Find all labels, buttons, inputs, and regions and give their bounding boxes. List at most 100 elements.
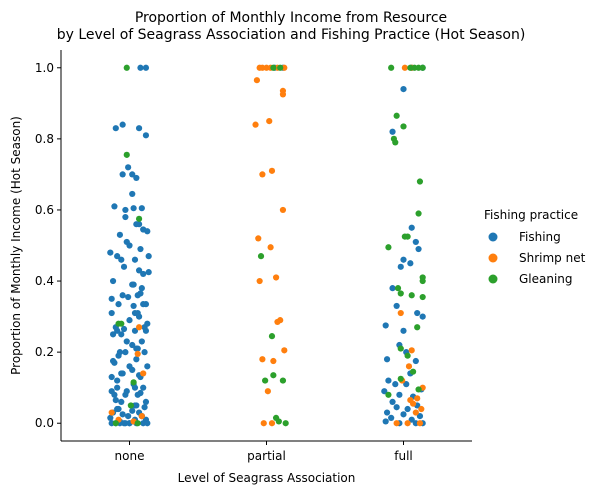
point-fishing <box>122 349 129 356</box>
y-axis: 0.0 0.2 0.4 0.6 0.8 1.0 <box>35 61 61 430</box>
point-gleaning <box>419 293 426 301</box>
point-fishing <box>138 338 145 345</box>
x-axis: none partial full <box>115 441 413 463</box>
point-fishing <box>140 270 147 278</box>
point-fishing <box>131 256 139 263</box>
point-shrimp-net <box>409 400 417 407</box>
point-fishing <box>389 398 396 405</box>
point-gleaning <box>393 112 400 119</box>
point-fishing <box>125 413 132 420</box>
point-gleaning <box>270 372 277 379</box>
point-fishing <box>397 263 404 270</box>
point-fishing <box>119 292 126 299</box>
point-gleaning <box>123 64 130 71</box>
point-fishing <box>115 301 122 308</box>
y-tick-label: 1.0 <box>35 61 54 75</box>
point-fishing <box>419 313 426 320</box>
point-gleaning <box>262 377 269 384</box>
point-shrimp-net <box>268 420 276 427</box>
point-fishing <box>141 404 148 411</box>
point-shrimp-net <box>281 347 288 354</box>
point-shrimp-net <box>252 121 259 128</box>
point-fishing <box>118 331 125 338</box>
y-tick-label: 0.4 <box>35 274 54 288</box>
point-shrimp-net <box>416 420 424 427</box>
point-fishing <box>115 352 122 359</box>
point-fishing <box>119 411 126 418</box>
point-shrimp-net <box>397 309 404 317</box>
point-shrimp-net <box>259 171 266 178</box>
point-fishing <box>403 381 410 388</box>
point-fishing <box>142 64 150 71</box>
point-fishing <box>130 302 137 310</box>
point-gleaning <box>415 386 422 393</box>
point-fishing <box>133 356 140 363</box>
point-fishing <box>126 242 133 249</box>
point-fishing <box>123 388 130 395</box>
y-tick-label: 0.2 <box>35 345 54 359</box>
point-shrimp-net <box>259 356 266 363</box>
point-fishing <box>133 174 140 182</box>
y-tick-label: 0.8 <box>35 132 54 146</box>
point-fishing <box>119 121 126 128</box>
point-gleaning <box>277 64 284 71</box>
point-fishing <box>129 281 136 288</box>
x-tick-label-full: full <box>394 449 413 463</box>
point-fishing <box>111 391 118 398</box>
point-fishing <box>126 363 133 370</box>
point-gleaning <box>385 244 392 251</box>
chart-title-line2: by Level of Seagrass Association and Fis… <box>57 27 526 43</box>
point-shrimp-net <box>253 77 261 84</box>
point-gleaning <box>134 420 141 427</box>
point-fishing <box>108 373 115 381</box>
point-shrimp-net <box>108 409 115 416</box>
x-tick-label-none: none <box>115 449 145 463</box>
legend-marker-fishing <box>488 232 498 242</box>
point-fishing <box>400 411 407 418</box>
point-fishing <box>382 322 389 329</box>
point-fishing <box>385 377 392 384</box>
point-gleaning <box>414 324 421 331</box>
point-fishing <box>389 285 396 292</box>
point-gleaning <box>130 379 137 386</box>
point-shrimp-net <box>393 420 400 427</box>
point-gleaning <box>394 285 402 292</box>
point-fishing <box>135 267 143 274</box>
point-fishing <box>142 327 150 334</box>
point-gleaning <box>397 375 404 382</box>
point-shrimp-net <box>404 420 411 427</box>
point-fishing <box>141 349 148 356</box>
point-fishing <box>114 384 121 391</box>
point-shrimp-net <box>140 370 147 377</box>
point-fishing <box>412 357 419 365</box>
point-shrimp-net <box>279 206 287 214</box>
point-shrimp-net <box>135 324 143 331</box>
legend-title: Fishing practice <box>484 208 578 222</box>
point-fishing <box>134 391 141 398</box>
point-gleaning <box>118 320 125 327</box>
point-fishing <box>135 313 143 320</box>
point-fishing <box>109 331 117 338</box>
point-fishing <box>138 285 145 292</box>
point-fishing <box>123 338 130 345</box>
point-fishing <box>140 301 147 308</box>
point-fishing <box>120 325 128 333</box>
point-shrimp-net <box>267 244 274 251</box>
point-gleaning <box>419 64 426 71</box>
point-fishing <box>414 309 421 317</box>
point-fishing <box>112 125 119 132</box>
point-shrimp-net <box>255 235 262 242</box>
point-fishing <box>408 416 415 423</box>
point-fishing <box>108 309 115 317</box>
point-fishing <box>114 405 121 413</box>
point-fishing <box>400 256 407 263</box>
point-fishing <box>107 414 114 421</box>
point-gleaning <box>404 352 411 359</box>
point-shrimp-net <box>260 420 267 427</box>
point-fishing <box>125 293 132 301</box>
point-fishing <box>129 407 136 414</box>
point-fishing <box>133 221 140 228</box>
point-fishing <box>389 128 396 135</box>
point-fishing <box>383 409 391 416</box>
